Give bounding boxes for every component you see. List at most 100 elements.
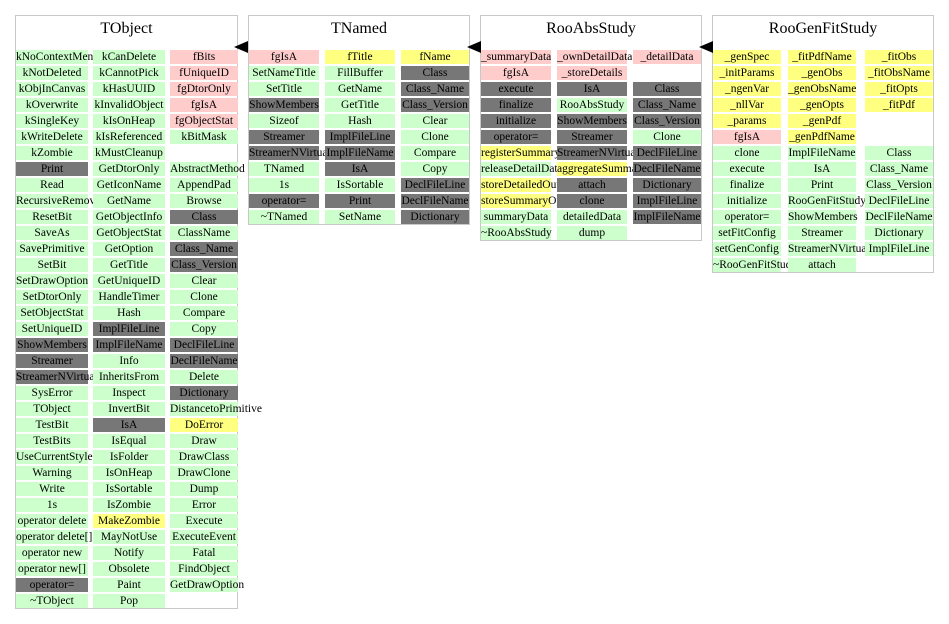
member-cell: dump xyxy=(557,226,627,240)
member-cell: Clear xyxy=(170,274,238,288)
member-cell: operator new xyxy=(16,546,88,560)
member-cell: Hash xyxy=(93,306,165,320)
member-cell: Draw xyxy=(170,434,238,448)
class-title: RooGenFitStudy xyxy=(768,20,878,37)
member-cell: Class xyxy=(170,210,238,224)
member-cell: GetUniqueID xyxy=(93,274,165,288)
member-cell: ~TObject xyxy=(16,594,88,608)
member-cell: Streamer xyxy=(788,226,856,240)
member-cell: Streamer xyxy=(557,130,627,144)
member-cell: releaseDetailData xyxy=(481,162,563,176)
member-cell: DeclFileLine xyxy=(401,178,469,192)
class-title: TObject xyxy=(100,20,153,37)
member-cell: SetDtorOnly xyxy=(16,290,88,304)
member-cell: fTitle xyxy=(325,50,395,64)
member-cell: IsSortable xyxy=(93,482,165,496)
member-cell: _fitObs xyxy=(865,50,933,64)
member-cell: ShowMembers xyxy=(249,98,319,112)
member-cell: Fatal xyxy=(170,546,238,560)
member-cell: ImplFileName xyxy=(788,146,856,160)
member-cell: DeclFileName xyxy=(633,162,701,176)
member-cell: operator= xyxy=(481,130,551,144)
member-cell: kNotDeleted xyxy=(16,66,88,80)
member-cell: SetObjectStat xyxy=(16,306,88,320)
member-cell: DeclFileLine xyxy=(170,338,238,352)
member-cell: TNamed xyxy=(249,162,319,176)
member-cell: _genOpts xyxy=(788,98,856,112)
member-cell: _genPdfName xyxy=(788,130,856,144)
member-cell: _genObs xyxy=(788,66,856,80)
member-cell: Sizeof xyxy=(249,114,319,128)
member-cell: Class_Name xyxy=(633,98,701,112)
member-cell: StreamerNVirtual xyxy=(16,370,98,384)
member-cell: Class xyxy=(401,66,469,80)
member-cell: operator delete[] xyxy=(16,530,93,544)
member-cell: MayNotUse xyxy=(93,530,165,544)
member-cell: _genObsName xyxy=(788,82,857,96)
member-cell: Dictionary xyxy=(865,226,933,240)
member-cell: Class xyxy=(865,146,933,160)
member-cell: GetTitle xyxy=(93,258,165,272)
member-cell: AbstractMethod xyxy=(170,162,245,176)
member-cell: IsFolder xyxy=(93,450,165,464)
member-cell: InvertBit xyxy=(93,402,165,416)
member-cell: UseCurrentStyle xyxy=(16,450,93,464)
inheritance-arrow xyxy=(699,41,713,53)
member-cell: Inspect xyxy=(93,386,165,400)
member-cell: StreamerNVirtual xyxy=(788,242,870,256)
member-cell: _genPdf xyxy=(788,114,856,128)
member-cell: operator= xyxy=(16,578,88,592)
member-cell xyxy=(170,146,238,160)
member-cell: SetName xyxy=(325,210,395,224)
member-cell: setFitConfig xyxy=(713,226,781,240)
member-cell: Pop xyxy=(93,594,165,608)
member-cell: DeclFileName xyxy=(401,194,469,208)
member-cell: Warning xyxy=(16,466,88,480)
member-cell: IsSortable xyxy=(325,178,395,192)
member-cell: Dictionary xyxy=(401,210,469,224)
member-cell: Compare xyxy=(401,146,469,160)
member-cell: SetBit xyxy=(16,258,88,272)
member-cell: SavePrimitive xyxy=(16,242,88,256)
member-cell: Class_Version xyxy=(170,258,238,272)
member-cell: Class xyxy=(633,82,701,96)
member-cell: Obsolete xyxy=(93,562,165,576)
member-cell: ImplFileName xyxy=(633,210,701,224)
member-cell: Dictionary xyxy=(633,178,701,192)
member-cell: StreamerNVirtual xyxy=(249,146,331,160)
member-cell: kSingleKey xyxy=(16,114,88,128)
member-cell: storeSummaryOutput xyxy=(481,194,581,208)
member-cell: Clone xyxy=(633,130,701,144)
member-cell: DeclFileName xyxy=(170,354,238,368)
member-cell: GetName xyxy=(93,194,165,208)
member-cell: operator new[] xyxy=(16,562,88,576)
member-cell: RooGenFitStudy xyxy=(788,194,866,208)
member-cell: Class_Version xyxy=(865,178,933,192)
member-cell: _fitPdf xyxy=(865,98,933,112)
class-box-tnamed: TNamed fgIsA SetNameTitle SetTitle ShowMemb… xyxy=(248,15,470,225)
member-cell: kNoContextMenu xyxy=(16,50,100,64)
member-cell: kCannotPick xyxy=(93,66,165,80)
member-cell: RecursiveRemove xyxy=(16,194,101,208)
member-cell: _fitObsName xyxy=(865,66,933,80)
member-cell: summaryData xyxy=(481,210,551,224)
member-cell: Streamer xyxy=(249,130,319,144)
member-cell: GetTitle xyxy=(325,98,395,112)
member-cell xyxy=(865,130,933,144)
member-cell: GetDtorOnly xyxy=(93,162,165,176)
member-cell: setGenConfig xyxy=(713,242,781,256)
member-cell: Clear xyxy=(401,114,469,128)
member-cell: ImplFileLine xyxy=(325,130,395,144)
member-cell: ShowMembers xyxy=(16,338,88,352)
member-cell: fgDtorOnly xyxy=(170,82,238,96)
member-cell: DeclFileLine xyxy=(865,194,933,208)
member-cell: ShowMembers xyxy=(788,210,858,224)
member-cell: _initParams xyxy=(713,66,781,80)
member-cell: IsA xyxy=(557,82,627,96)
class-box-roogenfitstudy: RooGenFitStudy _genSpec _initParams _ngenV… xyxy=(712,15,934,273)
member-cell: TestBits xyxy=(16,434,88,448)
member-cell: GetOption xyxy=(93,242,165,256)
member-cell: GetName xyxy=(325,82,395,96)
member-cell: kZombie xyxy=(16,146,88,160)
member-cell: HandleTimer xyxy=(93,290,165,304)
